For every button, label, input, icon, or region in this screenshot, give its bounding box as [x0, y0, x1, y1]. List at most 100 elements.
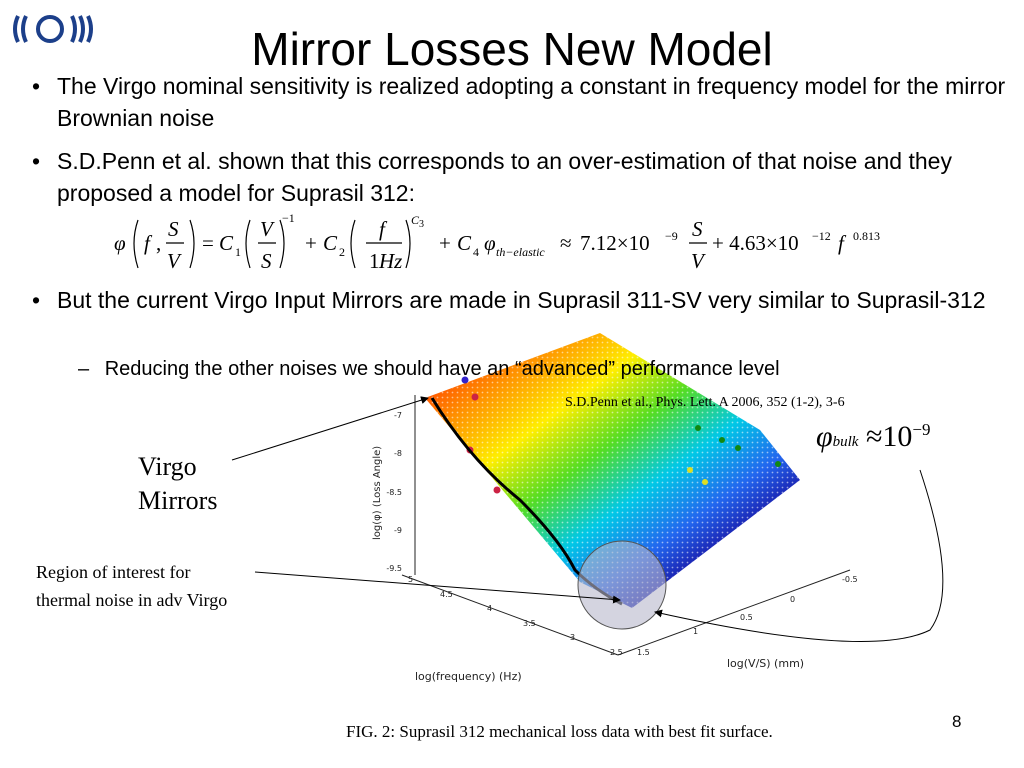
eq-paren: [133, 219, 139, 269]
y-axis-label: log(V/S) (mm): [727, 657, 804, 670]
data-points: [461, 376, 781, 494]
eq-f3: f: [838, 231, 847, 255]
eq-coef2: + 4.63×10: [712, 231, 799, 255]
eq-s3: S: [692, 217, 703, 241]
slide-title: Mirror Losses New Model: [251, 23, 773, 75]
z-tick: -8: [394, 449, 402, 458]
eq-th-elastic: th−elastic: [496, 245, 545, 259]
phi-bulk-equation: φbulk ≈10−9: [816, 412, 931, 460]
bullet-text: The Virgo nominal sensitivity is realize…: [57, 73, 1006, 131]
eq-paren: [405, 219, 411, 269]
y-tick: 1: [693, 627, 698, 636]
sub-bullet-marker: –: [78, 358, 90, 380]
eq-s: S: [168, 217, 179, 241]
virgo-label-line: Virgo: [138, 452, 197, 481]
phi-bulk-approx: ≈: [865, 420, 883, 453]
phi-bulk-subscript: bulk: [832, 434, 859, 450]
reference-citation: S.D.Penn et al., Phys. Lett. A 2006, 352…: [565, 395, 845, 410]
eq-coef1: 7.12×10: [580, 231, 650, 255]
loss-surface-plot: -7 -8 -8.5 -9 -9.5 5 4.5 4 3.5 3 2.5 1.5…: [372, 333, 858, 683]
x-tick: 5: [408, 575, 413, 584]
eq-s2: S: [261, 249, 272, 273]
region-of-interest-label: Region of interest for thermal noise in …: [36, 558, 227, 614]
z-tick: -7: [394, 411, 402, 420]
eq-exp3: 0.813: [853, 229, 880, 243]
eq-exp1: −9: [665, 229, 678, 243]
bullet-marker: •: [32, 287, 41, 313]
data-point: [493, 486, 501, 494]
virgo-mirrors-label: Virgo Mirrors: [138, 450, 217, 518]
eq-paren: [189, 219, 195, 269]
phi-bulk-base: 10: [882, 420, 913, 453]
eq-c1: C: [219, 231, 234, 255]
eq-sub2: 2: [339, 245, 345, 259]
bullet-marker: •: [32, 73, 41, 99]
eq-plus1: +: [305, 231, 317, 255]
ego-logo-icon: [13, 15, 93, 43]
bullet-marker: •: [32, 148, 41, 174]
data-point: [735, 445, 741, 451]
data-point: [775, 461, 781, 467]
bullet-text: S.D.Penn et al. shown that this correspo…: [57, 148, 952, 206]
eq-exp-m1: −1: [282, 211, 295, 225]
bullet-item: • The Virgo nominal sensitivity is reali…: [32, 70, 1012, 134]
data-point: [471, 393, 479, 401]
virgo-label-line: Mirrors: [138, 486, 218, 515]
figure-caption: FIG. 2: Suprasil 312 mechanical loss dat…: [346, 722, 773, 741]
phi-bulk-symbol: φ: [816, 420, 833, 453]
eq-equals: =: [202, 231, 214, 255]
data-point: [702, 479, 708, 485]
region-label-line: thermal noise in adv Virgo: [36, 590, 228, 610]
eq-paren: [350, 219, 356, 269]
x-tick: 4.5: [440, 590, 453, 599]
y-tick: -0.5: [842, 575, 858, 584]
virgo-arrow: [231, 396, 429, 461]
eq-one: 1: [369, 249, 380, 273]
phi-bulk-arrow: [654, 469, 944, 642]
x-axis-label: log(frequency) (Hz): [415, 670, 522, 683]
z-axis-label: log(φ) (Loss Angle): [372, 446, 383, 540]
x-axis: [401, 574, 619, 656]
bullet-item: • S.D.Penn et al. shown that this corres…: [32, 145, 1012, 209]
eq-v2: V: [260, 217, 275, 241]
x-tick: 3.5: [523, 619, 536, 628]
z-tick: -9.5: [386, 564, 402, 573]
x-tick: 2.5: [610, 648, 623, 657]
eq-paren: [245, 219, 251, 269]
eq-phi: φ: [114, 231, 126, 255]
bullet-text: But the current Virgo Input Mirrors are …: [57, 287, 986, 313]
data-point: [687, 467, 693, 473]
eq-phi2: φ: [484, 231, 496, 255]
eq-exp-c3-sub: 3: [419, 219, 424, 230]
eq-comma: ,: [156, 231, 161, 255]
loss-model-equation: φ f S V C V S C f Hz C φ S V f C th−elas…: [114, 211, 880, 273]
eq-f2: f: [379, 217, 388, 241]
z-tick: -9: [394, 526, 402, 535]
region-arrow: [254, 571, 621, 604]
eq-c4: C: [457, 231, 472, 255]
eq-sub1: 1: [235, 245, 241, 259]
y-tick: 1.5: [637, 648, 650, 657]
data-point: [719, 437, 725, 443]
bullet-item: • But the current Virgo Input Mirrors ar…: [32, 284, 1012, 348]
phi-bulk-exp: −9: [912, 420, 931, 439]
eq-v3: V: [691, 249, 706, 273]
region-label-line: Region of interest for: [36, 562, 191, 582]
surface-mesh: [425, 333, 800, 608]
data-point: [461, 376, 469, 384]
eq-plus2: +: [439, 231, 451, 255]
x-tick: 4: [487, 604, 492, 613]
eq-sub4: 4: [473, 245, 479, 259]
x-tick: 3: [570, 633, 575, 642]
region-of-interest-circle: [577, 540, 667, 630]
eq-exp-c: C: [411, 213, 420, 227]
eq-approx: ≈: [560, 231, 572, 255]
eq-f: f: [144, 231, 153, 255]
eq-c2: C: [323, 231, 338, 255]
page-number: 8: [952, 712, 962, 731]
sub-bullet-text: Reducing the other noises we should have…: [104, 358, 780, 380]
sub-bullet-item: – Reducing the other noises we should ha…: [78, 356, 780, 382]
eq-v: V: [167, 249, 182, 273]
eq-hz: Hz: [378, 249, 402, 273]
